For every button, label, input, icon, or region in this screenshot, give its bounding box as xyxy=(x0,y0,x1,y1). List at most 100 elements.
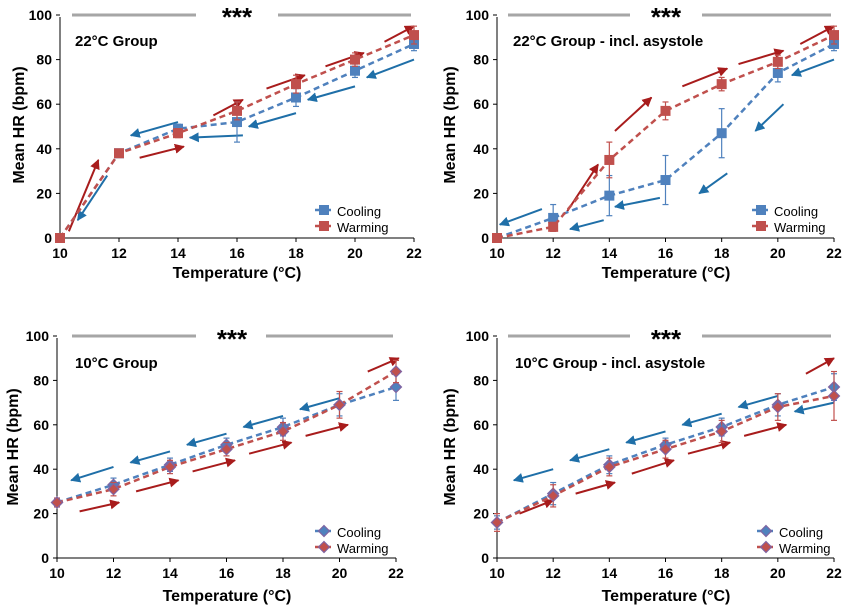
y-tick-label: 60 xyxy=(473,417,489,433)
y-tick-label: 20 xyxy=(473,506,489,522)
x-tick-label: 22 xyxy=(826,245,842,261)
panel-title: 10°C Group xyxy=(75,355,158,372)
data-point-warming xyxy=(389,365,403,378)
legend-marker-cooling xyxy=(756,205,766,215)
y-tick-label: 60 xyxy=(473,96,489,112)
y-tick-label: 0 xyxy=(41,550,49,566)
x-tick-label: 16 xyxy=(229,245,245,261)
panel-10c-group: 10°C Group Temperature (°C) Mean HR (bpm… xyxy=(5,324,404,605)
cooling-direction-arrow xyxy=(76,175,109,221)
data-point-warming xyxy=(409,30,419,41)
data-point-warming xyxy=(546,489,560,503)
legend-label-warming: Warming xyxy=(774,220,826,235)
legend-label-cooling: Cooling xyxy=(779,525,823,540)
data-point-warming xyxy=(333,398,346,412)
warming-direction-arrow xyxy=(805,357,835,375)
x-tick-label: 20 xyxy=(332,565,348,581)
warming-direction-arrow xyxy=(738,48,785,66)
x-tick-label: 18 xyxy=(714,245,730,261)
panel-title: 22°C Group xyxy=(75,33,158,50)
x-tick-label: 14 xyxy=(602,245,618,261)
cooling-direction-arrow xyxy=(242,414,284,430)
warming-direction-arrow xyxy=(135,477,180,493)
data-point-warming xyxy=(490,516,504,529)
data-point-cooling xyxy=(604,190,615,201)
panel-22c-group-incl-asystole: 22°C Group - incl. asystole Temperature … xyxy=(442,2,842,282)
y-tick-label: 40 xyxy=(473,141,489,157)
cooling-direction-arrow xyxy=(512,468,554,483)
data-point-warming xyxy=(602,460,616,474)
x-tick-label: 18 xyxy=(714,565,730,581)
y-tick-label: 40 xyxy=(36,141,52,157)
cooling-direction-arrow xyxy=(185,432,227,448)
warming-direction-arrow xyxy=(192,457,236,473)
cooling-direction-arrow xyxy=(70,466,114,483)
data-point-warming xyxy=(827,389,841,403)
data-point-warming xyxy=(772,56,783,67)
data-point-cooling xyxy=(772,67,783,78)
x-tick-label: 10 xyxy=(489,245,505,261)
warming-direction-arrow xyxy=(743,422,788,437)
data-point-warming xyxy=(716,79,727,90)
y-tick-label: 20 xyxy=(473,185,489,201)
legend-marker-warming xyxy=(756,221,766,231)
cooling-direction-arrow xyxy=(498,208,543,227)
data-point-warming xyxy=(350,54,360,65)
y-axis-title: Mean HR (bpm) xyxy=(5,388,22,505)
x-tick-label: 12 xyxy=(545,245,561,261)
warming-direction-arrow xyxy=(614,96,653,132)
warming-direction-arrow xyxy=(519,498,555,515)
data-point-warming xyxy=(114,148,124,159)
x-tick-label: 12 xyxy=(111,245,127,261)
cooling-direction-arrow xyxy=(613,196,661,210)
data-point-cooling xyxy=(660,175,671,186)
x-tick-label: 18 xyxy=(275,565,291,581)
panel-22c-group: 22°C Group Temperature (°C) Mean HR (bpm… xyxy=(11,2,422,282)
legend-marker-cooling xyxy=(319,205,329,215)
cooling-direction-arrow xyxy=(569,448,610,463)
y-axis-title: Mean HR (bpm) xyxy=(442,66,459,183)
x-tick-label: 14 xyxy=(162,565,178,581)
y-axis-title: Mean HR (bpm) xyxy=(442,388,459,505)
data-point-warming xyxy=(220,442,233,456)
data-point-warming xyxy=(604,154,615,165)
cooling-direction-arrow xyxy=(754,103,785,132)
y-tick-label: 60 xyxy=(33,417,49,433)
cooling-direction-arrow xyxy=(298,397,340,412)
x-tick-label: 20 xyxy=(770,565,786,581)
y-tick-label: 80 xyxy=(33,372,49,388)
warming-direction-arrow xyxy=(566,163,599,212)
y-axis-title: Mean HR (bpm) xyxy=(11,66,28,183)
warming-direction-arrow xyxy=(631,458,675,475)
data-point-warming xyxy=(660,105,671,116)
y-tick-label: 40 xyxy=(473,461,489,477)
x-axis-title: Temperature (°C) xyxy=(602,265,731,282)
data-point-cooling xyxy=(350,65,360,76)
y-tick-label: 100 xyxy=(29,7,53,23)
y-tick-label: 0 xyxy=(481,550,489,566)
warming-direction-arrow xyxy=(681,67,729,88)
x-axis-title: Temperature (°C) xyxy=(173,265,302,282)
panel-title: 22°C Group - incl. asystole xyxy=(513,33,703,50)
significance-stars: *** xyxy=(651,2,682,32)
x-tick-label: 10 xyxy=(52,245,68,261)
legend-marker-cooling xyxy=(317,524,331,538)
data-point-warming xyxy=(492,233,502,243)
legend-label-cooling: Cooling xyxy=(337,525,381,540)
series-line-warming xyxy=(56,370,397,504)
y-tick-label: 80 xyxy=(473,372,489,388)
data-point-cooling xyxy=(548,212,559,223)
cooling-direction-arrow xyxy=(247,112,297,129)
data-point-warming xyxy=(659,442,672,456)
y-tick-label: 60 xyxy=(36,96,52,112)
x-tick-label: 10 xyxy=(489,565,505,581)
warming-direction-arrow xyxy=(139,143,185,159)
legend-marker-cooling xyxy=(759,524,773,538)
x-tick-label: 16 xyxy=(658,245,674,261)
data-point-warming xyxy=(829,30,839,41)
y-tick-label: 80 xyxy=(36,52,52,68)
y-tick-label: 100 xyxy=(466,328,490,344)
legend-marker-warming xyxy=(759,540,773,554)
y-tick-label: 40 xyxy=(33,461,49,477)
data-point-warming xyxy=(107,482,120,496)
